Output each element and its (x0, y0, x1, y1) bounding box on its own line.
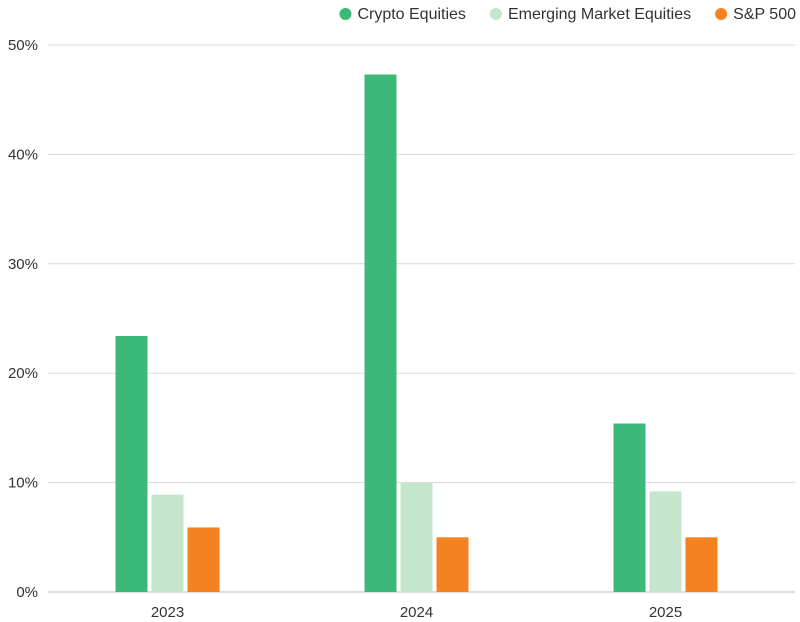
legend-item: Emerging Market Equities (489, 6, 691, 23)
y-tick-label: 40% (8, 146, 38, 163)
bar-crypto-equities-2025 (613, 423, 646, 592)
bar-s-p-500-2025 (685, 537, 718, 592)
legend-item: S&P 500 (715, 6, 796, 23)
bar-emerging-market-equities-2025 (649, 491, 682, 592)
bar-emerging-market-equities-2024 (400, 482, 433, 592)
bars (115, 74, 718, 592)
y-tick-label: 10% (8, 475, 38, 492)
y-tick-label: 20% (8, 365, 38, 382)
bar-crypto-equities-2024 (364, 74, 397, 592)
legend-label: Emerging Market Equities (508, 6, 691, 23)
x-tick-label: 2024 (400, 604, 433, 621)
legend-marker (715, 8, 728, 20)
legend-item: Crypto Equities (339, 6, 466, 23)
x-tick-label: 2025 (649, 604, 682, 621)
legend-label: Crypto Equities (357, 6, 466, 23)
bar-crypto-equities-2023 (115, 336, 148, 592)
y-tick-label: 50% (8, 37, 38, 54)
legend-marker (339, 8, 352, 20)
y-axis-ticks: 0% 10% 20% 30% 40% 50% (8, 37, 38, 601)
legend-label: S&P 500 (733, 6, 796, 23)
bar-s-p-500-2023 (187, 527, 220, 592)
y-tick-label: 30% (8, 256, 38, 273)
legend-marker (489, 8, 502, 20)
bar-s-p-500-2024 (436, 537, 469, 592)
x-tick-label: 2023 (151, 604, 184, 621)
bar-emerging-market-equities-2023 (151, 494, 184, 592)
x-axis-ticks: 2023 2024 2025 (151, 604, 682, 621)
y-tick-label: 0% (16, 584, 38, 601)
legend: Crypto Equities Emerging Market Equities S… (339, 6, 796, 23)
